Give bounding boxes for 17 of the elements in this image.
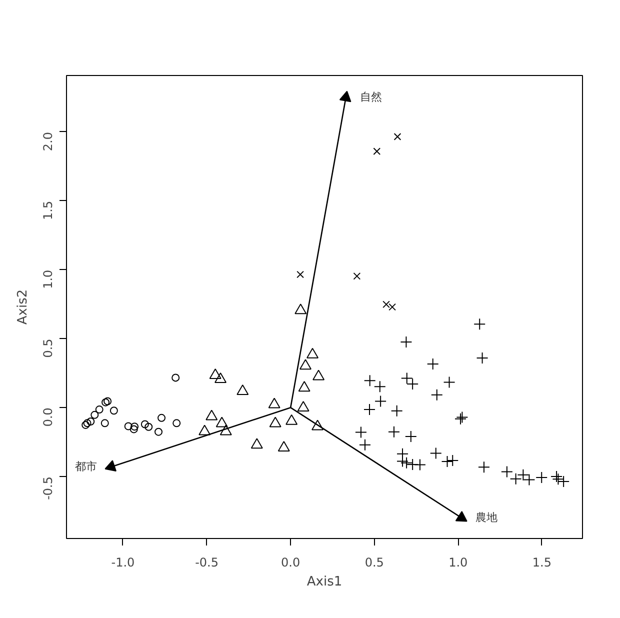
y-tick-label: 0.5 xyxy=(41,338,55,358)
y-axis-title: Axis2 xyxy=(16,289,30,325)
x-tick-label: -0.5 xyxy=(195,556,218,570)
x-tick-label: 0.5 xyxy=(364,556,384,570)
x-tick-label: -1.0 xyxy=(111,556,135,570)
annotation: 自然 xyxy=(360,92,382,104)
y-tick-label: 1.5 xyxy=(41,200,55,220)
x-tick-label: 1.5 xyxy=(532,556,552,570)
annotation: 農地 xyxy=(476,510,498,524)
x-tick-label: 0.0 xyxy=(281,556,300,570)
y-tick-label: 0.0 xyxy=(41,408,55,427)
y-tick-label: -0.5 xyxy=(41,476,55,500)
y-tick-label: 1.0 xyxy=(41,270,55,289)
y-tick-label: 2.0 xyxy=(41,132,55,152)
x-tick-label: 1.0 xyxy=(448,556,468,570)
annotation: 都市 xyxy=(75,460,98,473)
x-axis-title: Axis1 xyxy=(306,574,342,590)
